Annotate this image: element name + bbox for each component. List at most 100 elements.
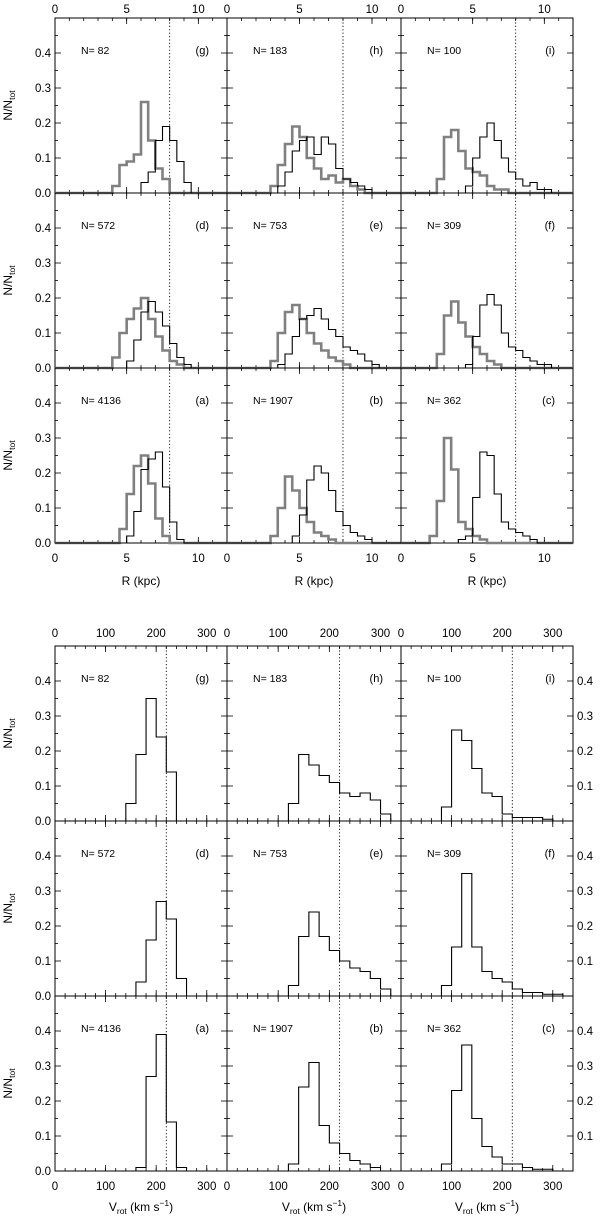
y-tick-label: 0.3	[35, 1061, 51, 1073]
x-tick-label-top: 5	[469, 4, 475, 16]
y-tick-label: 0.1	[35, 328, 51, 340]
x-axis-label-units: (km s	[300, 1200, 333, 1214]
x-tick-label-top: 0	[224, 628, 230, 640]
panel-f: N= 309 (f) 0.1 0.2 0.3 0.4	[400, 820, 594, 997]
panel-letter-label: (c)	[542, 395, 555, 407]
y-tick-label: 0.4	[35, 398, 52, 410]
panel-e: N= 753 (e)	[226, 192, 402, 370]
x-tick-label-top: 200	[493, 628, 512, 640]
x-axis-label-sub: rot	[463, 1206, 474, 1216]
histogram-thick-gray	[55, 100, 227, 195]
y-tick-label: 0.0	[35, 816, 51, 828]
y-tick-label: 0.2	[35, 746, 51, 758]
y-axis-label-sub: tot	[7, 718, 17, 728]
x-tick-label-bottom: 200	[320, 1181, 339, 1193]
y-tick-label: 0.4	[35, 676, 52, 688]
n-count-label: N= 183	[253, 673, 287, 685]
panel-f: N= 309 (f)	[400, 192, 574, 370]
panel-a: N= 4136 (a) 0.0 0.1 0.2 0.3 0.4 N/Ntot 0 5 10 R (kp…	[1, 367, 228, 588]
n-count-label: N= 362	[427, 395, 461, 407]
y-tick-label-right: 0.4	[577, 1026, 594, 1038]
y-tick-label: 0.0	[35, 1166, 51, 1178]
y-tick-label: 0.2	[35, 468, 51, 480]
panel-g: N= 82 (g) 0.0 0.1 0.2 0.3 0.4 N/Ntot 0 100 200 300	[1, 628, 228, 828]
y-tick-label: 0.2	[35, 921, 51, 933]
histogram-thin	[227, 753, 401, 822]
y-tick-label: 0.1	[35, 781, 51, 793]
y-axis-label: N/Ntot	[1, 1068, 17, 1099]
x-tick-label-bottom: 100	[269, 1181, 288, 1193]
x-tick-label-top: 300	[371, 628, 390, 640]
panel-letter-label: (a)	[196, 1023, 209, 1035]
n-count-label: N= 572	[81, 848, 115, 860]
x-tick-label-top: 10	[538, 4, 551, 16]
x-tick-label-bottom: 0	[398, 553, 404, 565]
panel-e: N= 753 (e)	[226, 820, 402, 997]
n-count-label: N= 183	[253, 45, 287, 57]
panel-letter-label: (e)	[370, 220, 383, 232]
panel-b: N= 1907 (b) 0 5 10 R (kpc)	[224, 367, 402, 588]
n-count-label: N= 309	[427, 848, 461, 860]
histogram-thick-gray	[401, 128, 573, 195]
n-count-label: N= 100	[427, 45, 461, 57]
x-tick-label-bottom: 100	[442, 1181, 461, 1193]
histogram-thick-gray	[401, 300, 573, 370]
y-tick-label: 0.0	[35, 991, 51, 1003]
x-tick-label-bottom: 300	[197, 1181, 216, 1193]
x-axis-label: R (kpc)	[468, 574, 507, 588]
x-tick-label-bottom: 5	[123, 553, 129, 565]
histogram-thin	[227, 465, 401, 544]
panel-i: N= 100 (i) 0.1 0.2 0.3 0.4 0 100 200 300	[398, 628, 594, 822]
x-axis-label-close: )	[342, 1200, 346, 1214]
x-tick-label-top: 0	[398, 4, 404, 16]
panel-letter-label: (f)	[545, 848, 555, 860]
x-axis-label-main: V	[282, 1200, 290, 1214]
y-tick-label: 0.0	[35, 363, 51, 375]
panel-letter-label: (f)	[545, 220, 555, 232]
x-tick-label-bottom: 10	[192, 553, 205, 565]
panel-letter-label: (g)	[196, 45, 209, 57]
x-tick-label-top: 0	[52, 4, 58, 16]
histogram-thin	[227, 911, 401, 997]
panel-h: N= 183 (h) 0 5 10	[224, 4, 402, 195]
n-count-label: N= 82	[81, 45, 109, 57]
x-tick-label-top: 300	[543, 628, 562, 640]
x-axis-label: R (kpc)	[122, 574, 161, 588]
y-tick-label: 0.3	[35, 886, 51, 898]
panel-letter-label: (d)	[196, 848, 209, 860]
y-tick-label-right: 0.3	[577, 711, 593, 723]
x-axis-label: Vrot (km s−1)	[109, 1198, 173, 1216]
panel-i: N= 100 (i) 0 5 10	[398, 4, 574, 195]
x-tick-label-top: 5	[123, 4, 129, 16]
histogram-thin	[401, 1044, 573, 1172]
y-axis-label-sub: tot	[7, 440, 17, 450]
x-tick-label-top: 5	[296, 4, 302, 16]
n-count-label: N= 572	[81, 220, 115, 232]
x-tick-label-top: 100	[442, 628, 461, 640]
x-axis-label-units: (km s	[473, 1200, 506, 1214]
histogram-thick-gray	[227, 475, 401, 545]
y-axis-label-sub: tot	[7, 1068, 17, 1078]
y-axis-label-main: N/N	[1, 100, 15, 121]
panel-letter-label: (h)	[370, 673, 383, 685]
n-count-label: N= 4136	[81, 1023, 121, 1035]
y-tick-label: 0.2	[35, 1096, 51, 1108]
x-tick-label-top: 10	[366, 4, 379, 16]
y-tick-label: 0.4	[35, 48, 52, 60]
panel-letter-label: (d)	[196, 220, 209, 232]
y-axis-label-main: N/N	[1, 275, 15, 296]
panel-g: N= 82 (g) 0.0 0.1 0.2 0.3 0.4 N/Ntot 0 5 10	[1, 4, 228, 200]
n-count-label: N= 1907	[253, 1023, 293, 1035]
y-tick-label: 0.1	[35, 956, 51, 968]
x-tick-label-bottom: 5	[469, 553, 475, 565]
x-axis-label: Vrot (km s−1)	[282, 1198, 346, 1216]
x-axis-label-exponent: −1	[505, 1198, 515, 1208]
x-tick-label-bottom: 5	[296, 553, 302, 565]
y-tick-label: 0.1	[35, 1131, 51, 1143]
panel-h: N= 183 (h) 0 100 200 300	[224, 628, 402, 822]
x-tick-label-top: 300	[197, 628, 216, 640]
x-axis-label-main: V	[455, 1200, 463, 1214]
